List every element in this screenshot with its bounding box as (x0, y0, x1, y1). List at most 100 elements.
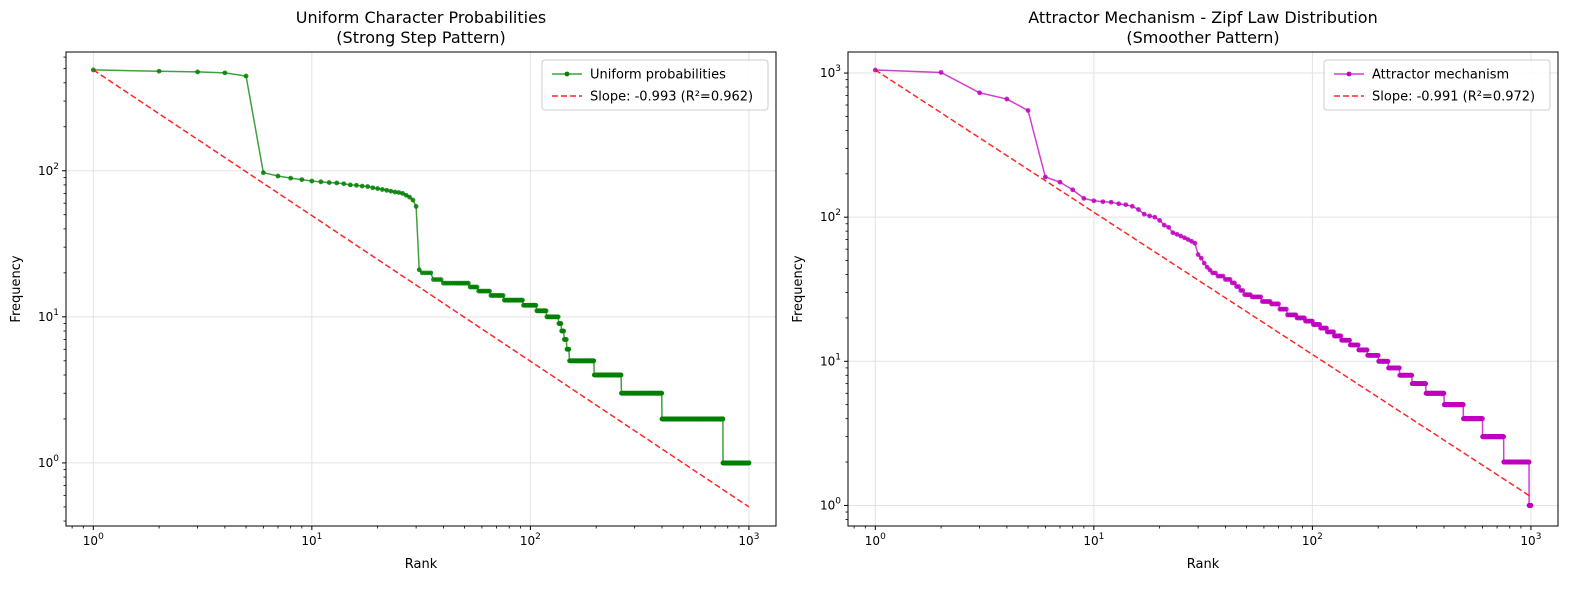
data-point (156, 68, 162, 74)
data-point (1116, 201, 1122, 207)
x-axis-label: Rank (1187, 557, 1220, 572)
data-point (1501, 434, 1507, 440)
x-tick-label: 102 (1302, 532, 1323, 548)
data-point (400, 190, 405, 196)
data-point (1157, 218, 1163, 223)
legend-label: Uniform probabilities (590, 68, 726, 83)
data-point (1317, 322, 1323, 327)
data-point (561, 328, 567, 334)
data-point (413, 204, 419, 209)
data-point (1081, 196, 1087, 201)
data-point (260, 170, 266, 176)
data-point (359, 183, 365, 189)
data-point (1192, 240, 1198, 246)
data-point (370, 185, 376, 191)
data-point (1283, 306, 1289, 312)
data-point (746, 460, 752, 466)
fit-line (92, 69, 750, 508)
data-point (379, 187, 385, 192)
data-point (1129, 203, 1135, 209)
grid (66, 52, 776, 526)
data-point (1152, 214, 1158, 220)
data-point (334, 180, 340, 186)
data-point (1174, 231, 1180, 237)
data-point (591, 358, 597, 364)
data-point (438, 277, 444, 282)
data-point (1141, 211, 1147, 217)
y-tick-label: 100 (820, 496, 841, 512)
data-point (1166, 224, 1172, 230)
data-point (222, 70, 228, 76)
data-point (1091, 198, 1097, 204)
legend-marker (564, 71, 570, 77)
data-point (977, 90, 982, 96)
x-axis: 100 101 102 103 (865, 526, 1541, 548)
data-point (1136, 207, 1141, 212)
data-point (309, 178, 315, 184)
legend: Attractor mechanism Slope: -0.991 (R²=0.9… (1323, 59, 1551, 111)
x-tick-label: 101 (1083, 532, 1104, 548)
series-2 (874, 69, 1532, 498)
data-point (326, 180, 332, 185)
data-point (1057, 179, 1063, 185)
y-tick-label: 100 (38, 454, 59, 470)
x-tick-label: 103 (1520, 532, 1541, 548)
data-point (1423, 381, 1429, 387)
data-point (1528, 503, 1534, 508)
chart-subtitle: (Strong Step Pattern) (336, 28, 505, 47)
data-point (1025, 108, 1031, 113)
data-point (465, 280, 471, 286)
chart-1: 100 101 102 103 100 101 102 Rank Frequency Unifor… (9, 8, 777, 572)
data-point (1276, 301, 1281, 307)
data-point (1232, 280, 1237, 286)
data-point (1347, 337, 1352, 343)
data-point (392, 189, 398, 195)
data-point (1441, 390, 1447, 396)
data-point (354, 182, 359, 188)
data-point (520, 297, 525, 303)
x-axis-label: Rank (405, 557, 438, 572)
legend: Uniform probabilities Slope: -0.993 (R²=0… (541, 59, 769, 111)
y-axis-label: Frequency (9, 255, 24, 322)
data-point (1258, 294, 1264, 300)
data-point (500, 293, 506, 298)
data-point (1355, 342, 1361, 348)
data-point (243, 73, 249, 79)
data-point (410, 197, 416, 203)
data-point (1220, 273, 1226, 279)
data-point (1178, 233, 1184, 239)
data-point (1396, 365, 1402, 371)
data-point (1338, 333, 1344, 339)
y-tick-label: 103 (820, 64, 841, 80)
data-point (1195, 252, 1201, 258)
data-point (1240, 288, 1246, 293)
data-point (1042, 174, 1048, 180)
x-tick-label: 101 (301, 532, 322, 548)
data-point (1227, 277, 1233, 282)
data-point (1201, 260, 1207, 266)
data-point (1161, 222, 1167, 228)
data-point (566, 346, 572, 352)
data-point (347, 182, 353, 188)
chart-subtitle: (Smoother Pattern) (1126, 28, 1279, 47)
data-point (1324, 325, 1329, 331)
y-axis: 100 101 102 103 (820, 64, 848, 512)
data-point (416, 267, 422, 273)
x-axis: 100 101 102 103 (83, 526, 759, 548)
data-point (1460, 402, 1466, 408)
data-point (659, 390, 665, 396)
series-1 (872, 67, 1534, 508)
data-point (1100, 199, 1106, 205)
data-point (1409, 372, 1415, 378)
series-2 (92, 69, 750, 508)
data-point (1108, 199, 1114, 205)
data-point (558, 321, 564, 326)
data-point (1331, 329, 1336, 335)
data-point (487, 288, 492, 294)
data-point (396, 190, 402, 195)
data-point (299, 177, 305, 182)
data-point (1198, 255, 1204, 261)
data-point (1385, 358, 1391, 364)
data-point (1375, 352, 1381, 358)
